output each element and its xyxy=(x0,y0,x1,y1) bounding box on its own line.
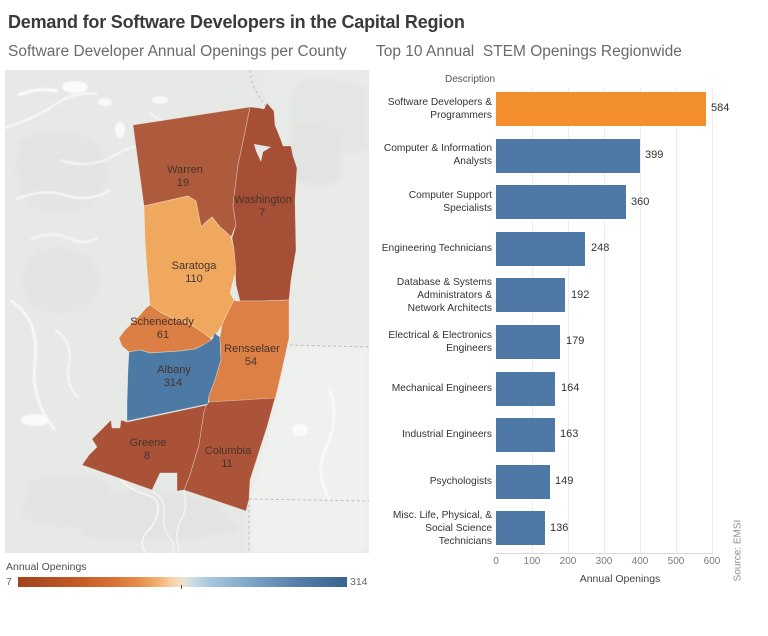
svg-text:8: 8 xyxy=(144,450,150,462)
svg-text:Rensselaer: Rensselaer xyxy=(224,343,280,355)
svg-text:54: 54 xyxy=(245,356,257,368)
svg-text:Saratoga: Saratoga xyxy=(172,260,218,272)
svg-text:Washington: Washington xyxy=(234,194,292,206)
svg-text:Warren: Warren xyxy=(167,164,203,176)
svg-text:Albany: Albany xyxy=(157,364,191,376)
svg-text:110: 110 xyxy=(185,273,203,285)
svg-text:7: 7 xyxy=(259,207,265,219)
svg-text:Schenectady: Schenectady xyxy=(130,316,194,328)
svg-text:61: 61 xyxy=(157,329,169,341)
svg-text:19: 19 xyxy=(177,177,189,189)
svg-text:314: 314 xyxy=(164,377,182,389)
svg-text:11: 11 xyxy=(221,458,232,470)
svg-text:Columbia: Columbia xyxy=(205,445,252,457)
svg-text:Greene: Greene xyxy=(130,437,167,449)
